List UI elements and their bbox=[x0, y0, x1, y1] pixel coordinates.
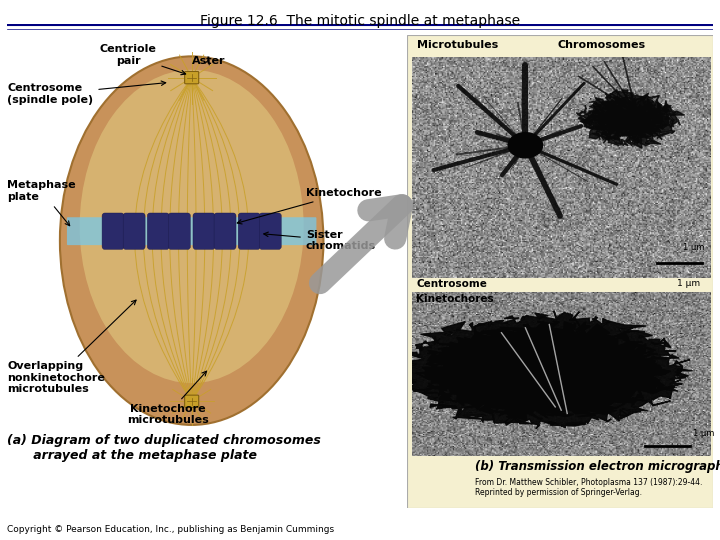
Polygon shape bbox=[415, 321, 671, 420]
FancyBboxPatch shape bbox=[148, 213, 169, 249]
Text: Figure 12.6  The mitotic spindle at metaphase: Figure 12.6 The mitotic spindle at metap… bbox=[200, 14, 520, 28]
Polygon shape bbox=[438, 330, 647, 410]
Text: From Dr. Matthew Schibler, Photoplasma 137 (1987):29-44.
Reprinted by permission: From Dr. Matthew Schibler, Photoplasma 1… bbox=[475, 478, 703, 497]
Text: 1 μm: 1 μm bbox=[693, 429, 714, 438]
Circle shape bbox=[508, 132, 544, 159]
FancyBboxPatch shape bbox=[193, 213, 215, 249]
Polygon shape bbox=[595, 96, 662, 139]
FancyBboxPatch shape bbox=[123, 213, 145, 249]
FancyBboxPatch shape bbox=[67, 217, 316, 245]
Text: Metaphase
plate: Metaphase plate bbox=[7, 180, 76, 226]
Text: Centrosome: Centrosome bbox=[416, 279, 487, 289]
FancyArrowPatch shape bbox=[320, 205, 402, 283]
Text: (b) Transmission electron micrographs: (b) Transmission electron micrographs bbox=[475, 460, 720, 473]
Text: Chromosomes: Chromosomes bbox=[557, 40, 645, 51]
Text: Kinetochore: Kinetochore bbox=[238, 188, 382, 224]
Text: 1 μm: 1 μm bbox=[683, 242, 705, 252]
Text: Kinetochore
microtubules: Kinetochore microtubules bbox=[127, 371, 208, 426]
Text: Sister
chromatids: Sister chromatids bbox=[264, 230, 376, 252]
FancyBboxPatch shape bbox=[407, 35, 713, 508]
Text: Aster: Aster bbox=[192, 56, 225, 66]
FancyBboxPatch shape bbox=[259, 213, 282, 249]
Polygon shape bbox=[580, 93, 670, 144]
Text: 1 μm: 1 μm bbox=[677, 279, 700, 288]
FancyBboxPatch shape bbox=[214, 213, 236, 249]
Ellipse shape bbox=[80, 70, 304, 383]
Text: Copyright © Pearson Education, Inc., publishing as Benjamin Cummings: Copyright © Pearson Education, Inc., pub… bbox=[7, 524, 334, 534]
Text: Centrosome
(spindle pole): Centrosome (spindle pole) bbox=[7, 81, 166, 105]
Polygon shape bbox=[576, 90, 684, 148]
Polygon shape bbox=[461, 341, 617, 404]
Text: Microtubules: Microtubules bbox=[417, 40, 498, 51]
Text: (a) Diagram of two duplicated chromosomes
      arrayed at the metaphase plate: (a) Diagram of two duplicated chromosome… bbox=[7, 434, 321, 462]
FancyBboxPatch shape bbox=[168, 213, 190, 249]
FancyBboxPatch shape bbox=[102, 213, 124, 249]
FancyBboxPatch shape bbox=[238, 213, 260, 249]
FancyBboxPatch shape bbox=[184, 395, 199, 408]
Ellipse shape bbox=[60, 56, 323, 425]
FancyBboxPatch shape bbox=[184, 71, 199, 84]
Polygon shape bbox=[390, 311, 693, 429]
Text: Overlapping
nonkinetochore
microtubules: Overlapping nonkinetochore microtubules bbox=[7, 300, 136, 394]
Text: Centriole
pair: Centriole pair bbox=[99, 44, 186, 75]
Text: Kinetochores: Kinetochores bbox=[416, 294, 494, 305]
